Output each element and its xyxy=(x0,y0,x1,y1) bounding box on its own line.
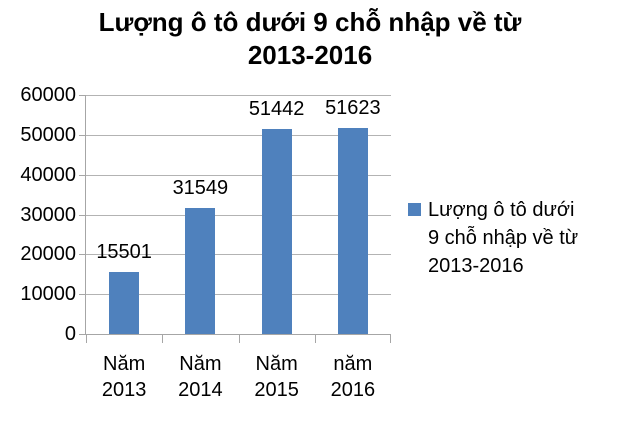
legend-swatch-icon xyxy=(408,203,421,216)
x-axis-tick xyxy=(238,334,240,343)
legend-label: Lượng ô tô dưới 9 chỗ nhập về từ 2013-20… xyxy=(428,196,578,280)
y-axis-tick-label: 20000 xyxy=(20,243,76,266)
y-axis-tick xyxy=(79,214,86,216)
chart-title-line-1: Lượng ô tô dưới 9 chỗ nhập về từ xyxy=(98,7,522,37)
plot-area: 0 10000 20000 30000 40000 50000 60000 15501 Năm … xyxy=(20,84,391,401)
gridline xyxy=(86,134,391,136)
bar-value-label: 31549 xyxy=(172,177,229,200)
y-axis-tick-label: 40000 xyxy=(20,163,76,186)
y-axis-tick xyxy=(79,294,86,296)
x-category-label: Năm 2014 xyxy=(178,353,223,401)
y-axis-tick-label: 60000 xyxy=(20,84,76,106)
x-category-label: Năm 2015 xyxy=(254,353,299,401)
y-axis-tick-label: 30000 xyxy=(20,203,76,226)
y-axis-tick xyxy=(79,134,86,136)
legend-label-line-3: 2013-2016 xyxy=(428,255,524,277)
x-axis-tick xyxy=(162,334,164,343)
legend: Lượng ô tô dưới 9 chỗ nhập về từ 2013-20… xyxy=(408,196,578,280)
bar-value-label: 51623 xyxy=(325,97,381,120)
y-axis-tick xyxy=(79,334,86,335)
y-axis-tick xyxy=(79,95,86,96)
bar xyxy=(337,128,368,334)
x-category-label: Năm 2013 xyxy=(101,353,147,401)
x-axis-tick xyxy=(314,334,316,343)
bar xyxy=(109,272,140,334)
legend-label-line-1: Lượng ô tô dưới xyxy=(428,199,575,221)
x-axis-tick xyxy=(390,334,391,343)
bar xyxy=(185,208,216,334)
chart-title-line-2: 2013-2016 xyxy=(247,40,373,70)
gridline xyxy=(86,174,391,176)
legend-label-line-2: 9 chỗ nhập về từ xyxy=(428,227,579,249)
bar-value-label: 15501 xyxy=(96,241,152,264)
gridline xyxy=(86,95,391,96)
gridline xyxy=(86,254,391,256)
y-axis-tick-label: 10000 xyxy=(20,283,76,306)
x-axis-tick xyxy=(86,334,87,343)
y-axis-tick-label: 50000 xyxy=(20,123,76,146)
x-category-label: năm 2016 xyxy=(330,353,376,401)
gridline xyxy=(86,214,391,216)
gridline xyxy=(86,294,391,296)
y-axis-tick xyxy=(79,254,86,256)
chart-title: Lượng ô tô dưới 9 chỗ nhập về từ 2013-20… xyxy=(0,6,620,72)
bar xyxy=(261,129,292,334)
y-axis-tick xyxy=(79,174,86,176)
bar-value-label: 51442 xyxy=(248,98,305,121)
y-axis-tick-label: 0 xyxy=(64,323,76,345)
